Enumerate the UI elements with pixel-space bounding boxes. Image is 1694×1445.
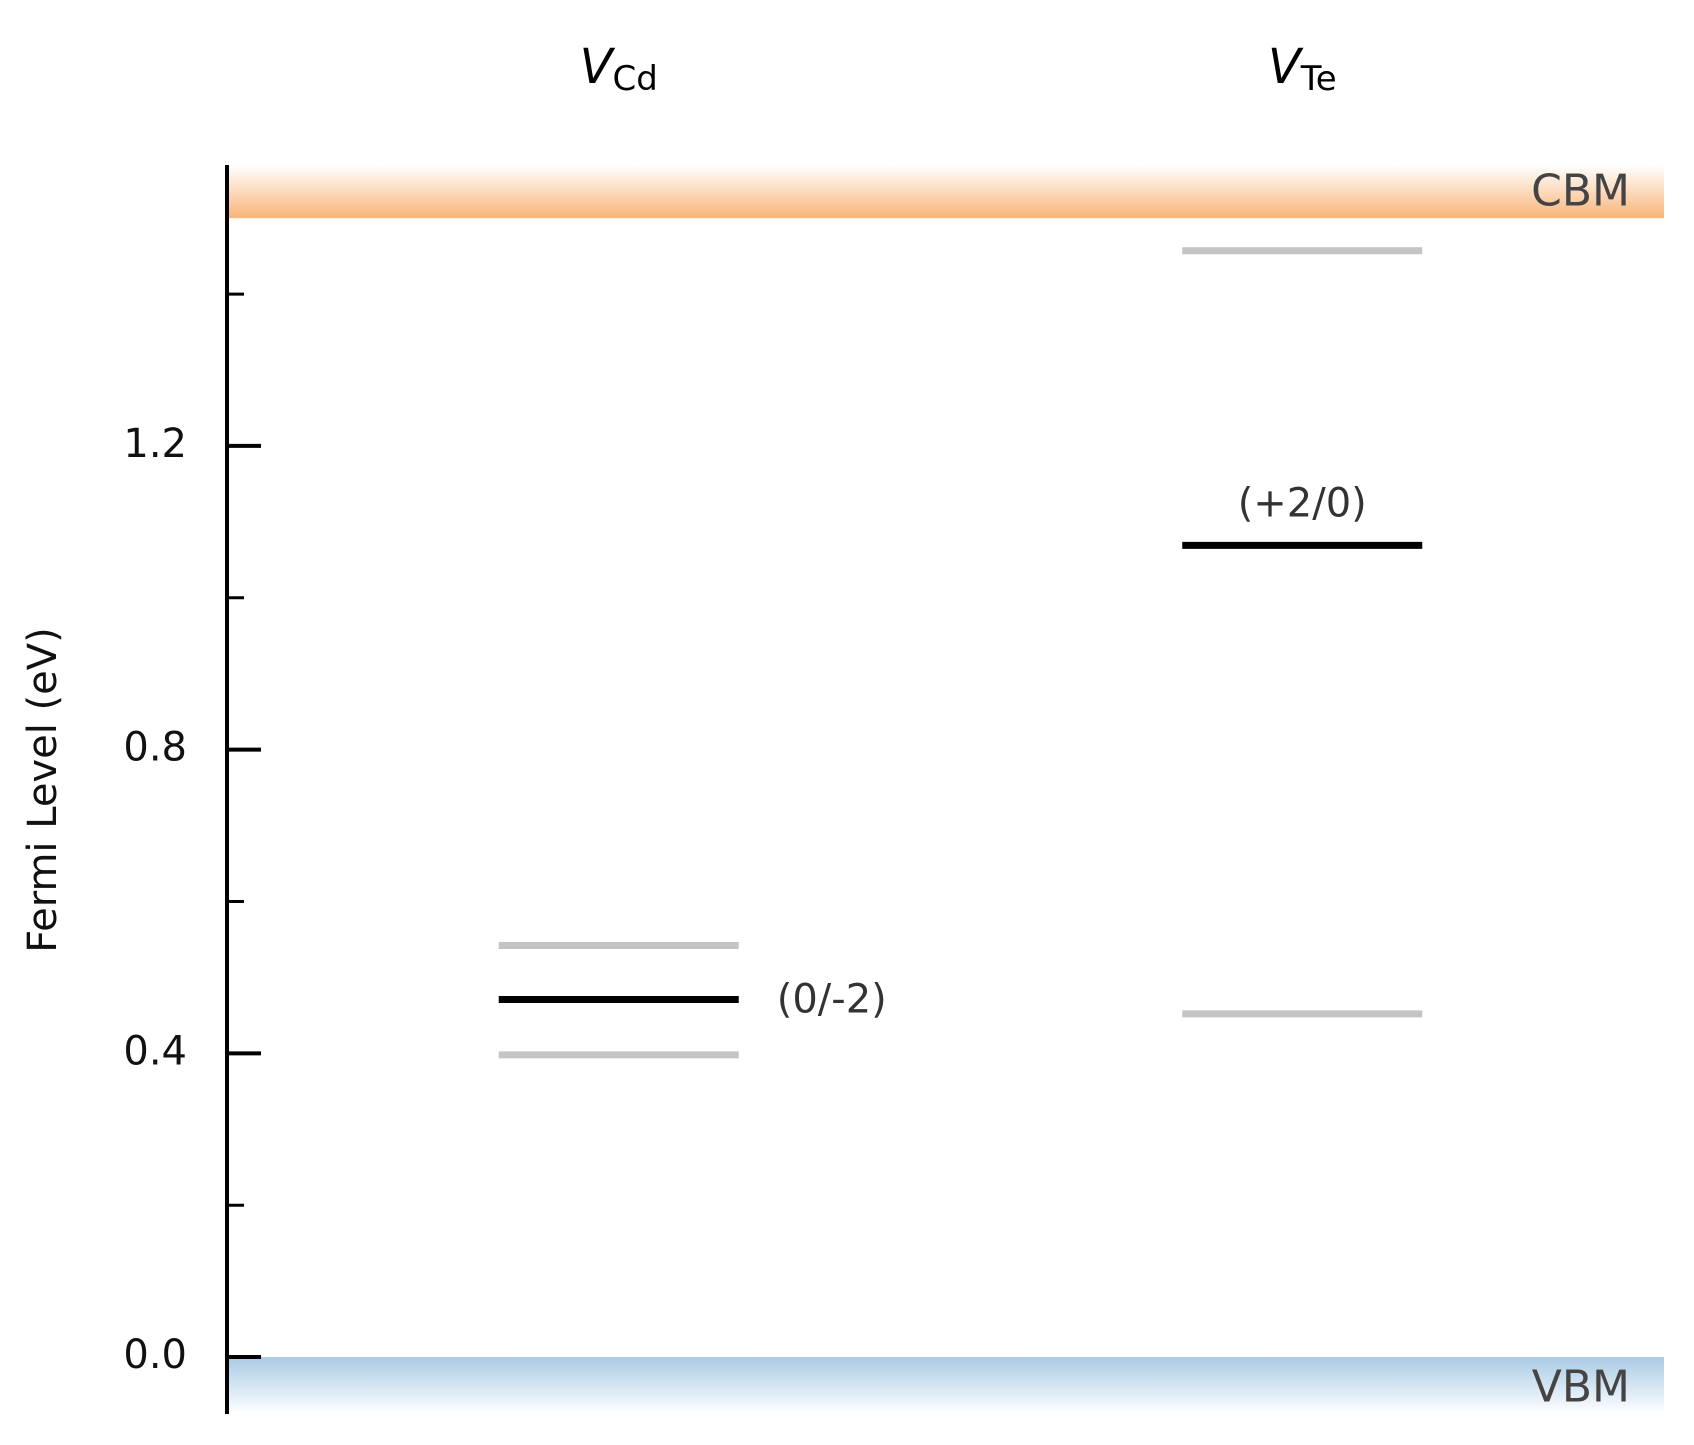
y-tick-label: 1.2 [123,421,187,467]
defect-symbol: V [1268,39,1304,95]
cbm-band [227,165,1664,219]
y-tick-label: 0.4 [123,1028,187,1074]
defect-subscript: Te [1300,59,1337,99]
defect-symbol: V [580,39,616,95]
cbm-label: CBM [1531,166,1630,217]
defect-title: VCd [580,39,658,99]
defect-subscript: Cd [613,59,658,99]
vbm-band [227,1357,1664,1414]
level-label: (+2/0) [1238,480,1367,526]
y-tick-label: 0.8 [123,725,187,771]
y-tick-label: 0.0 [123,1332,187,1378]
vbm-label: VBM [1532,1362,1630,1413]
level-label: (0/-2) [777,976,887,1022]
y-axis-label: Fermi Level (eV) [20,627,66,952]
defect-title: VTe [1268,39,1337,99]
